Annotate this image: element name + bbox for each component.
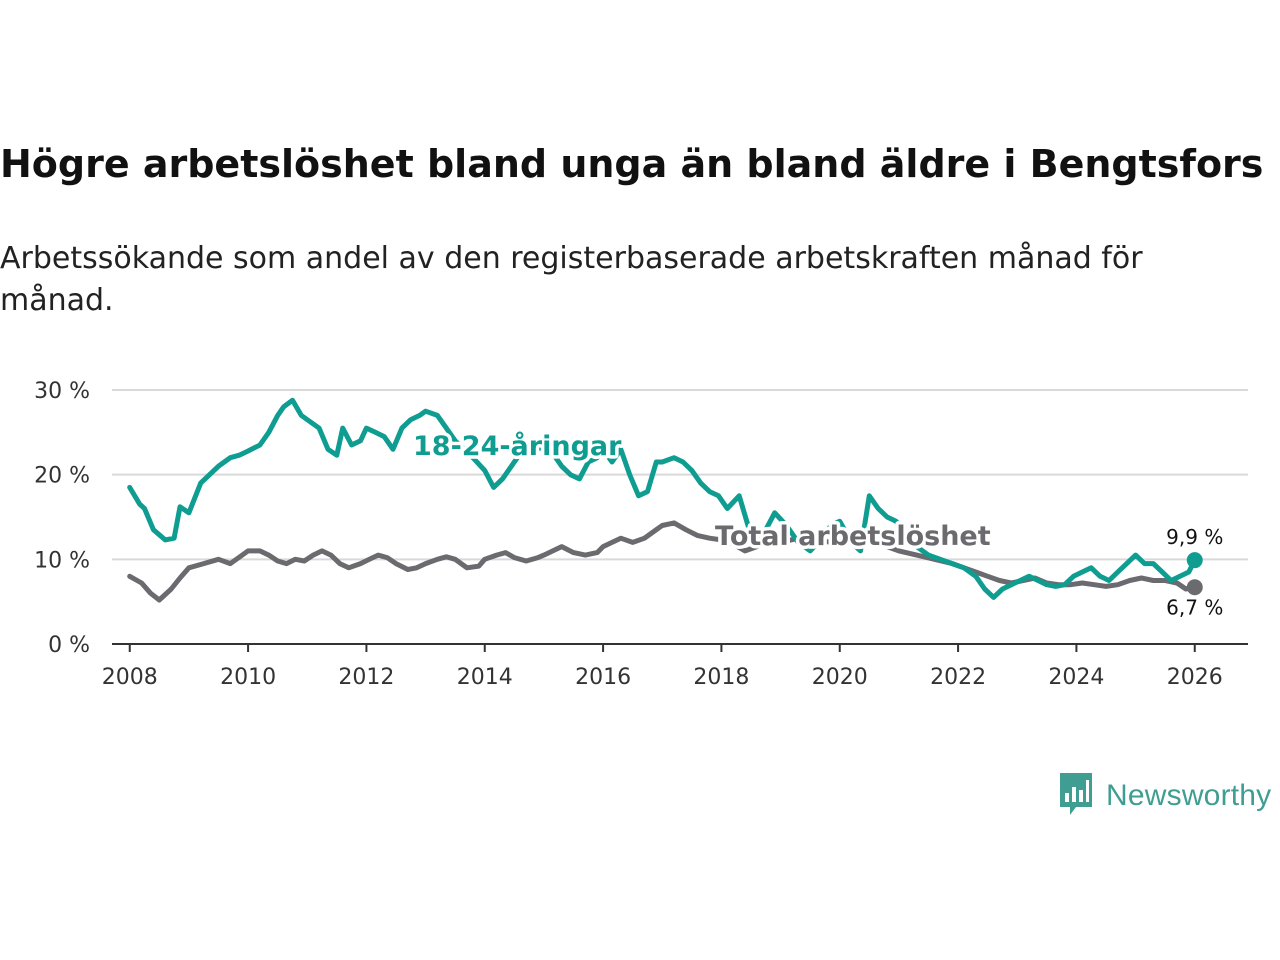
x-tick-label: 2026 (1167, 665, 1223, 690)
x-tick-label: 2010 (220, 665, 276, 690)
y-tick-label: 0 % (48, 633, 90, 658)
series-lines (127, 397, 1203, 603)
chart-subtitle: Arbetssökande som andel av den registerb… (0, 241, 1143, 318)
x-tick-label: 2024 (1048, 665, 1104, 690)
brand-name: Newsworthy (1106, 779, 1272, 812)
y-axis-ticks: 0 % 10 % 20 % 30 % (34, 379, 90, 658)
x-tick-label: 2018 (693, 665, 749, 690)
chart-title: Högre arbetslöshet bland unga än bland ä… (0, 142, 1264, 186)
x-tick-label: 2008 (102, 665, 158, 690)
end-point-total (1186, 579, 1203, 596)
x-tick-label: 2020 (812, 665, 868, 690)
y-tick-label: 20 % (34, 464, 90, 489)
line-chart: 0 % 10 % 20 % 30 % 2008 2010 2012 2014 2016 2018… (34, 379, 1248, 690)
y-tick-label: 10 % (34, 548, 90, 573)
end-label-youth: 9,9 % (1166, 525, 1223, 549)
series-line-youth (127, 397, 1198, 600)
y-tick-label: 30 % (34, 379, 90, 404)
newsworthy-brand[interactable]: Newsworthy (1058, 773, 1271, 819)
x-tick-label: 2012 (338, 665, 394, 690)
series-label-youth: 18-24-åringar (413, 430, 622, 462)
newsworthy-logo-icon (1058, 771, 1094, 821)
series-labels: 18-24-åringar Total arbetslöshet 9,9 % 6,7 … (410, 427, 1224, 620)
end-point-youth (1186, 552, 1203, 569)
x-tick-label: 2014 (457, 665, 513, 690)
x-tick-label: 2016 (575, 665, 631, 690)
series-line-total (127, 520, 1198, 603)
end-label-total: 6,7 % (1166, 595, 1223, 619)
series-label-total: Total arbetslöshet (715, 521, 991, 552)
x-tick-label: 2022 (930, 665, 986, 690)
x-axis-ticks: 2008 2010 2012 2014 2016 2018 2020 2022 2024 2026 (102, 643, 1248, 690)
grid-lines (112, 389, 1248, 561)
